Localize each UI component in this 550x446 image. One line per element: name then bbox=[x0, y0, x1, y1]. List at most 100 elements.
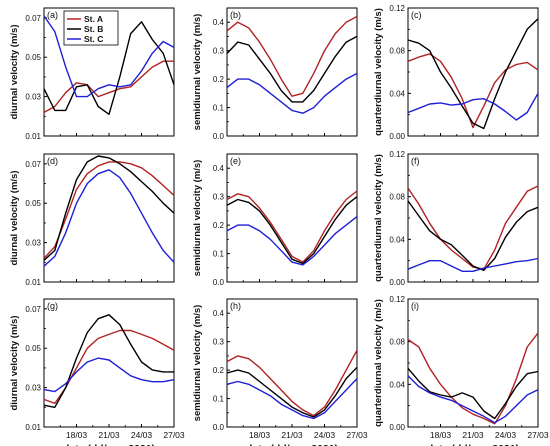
y-tick-label: 0.04 bbox=[389, 235, 405, 244]
y-tick-label: 0.07 bbox=[25, 305, 41, 314]
y-tick-label: 0.08 bbox=[389, 338, 405, 347]
y-tick-label: 0.05 bbox=[25, 199, 41, 208]
y-tick-label: 0.4 bbox=[213, 18, 225, 27]
y-tick-label: 0.08 bbox=[389, 193, 405, 202]
legend-box bbox=[63, 10, 119, 46]
series-line-st-a bbox=[43, 60, 174, 114]
y-tick-label: 0.04 bbox=[389, 380, 405, 389]
series-line-st-a bbox=[407, 332, 539, 425]
series-line-st-b bbox=[407, 367, 539, 420]
series-line-st-a bbox=[407, 185, 539, 270]
x-tick-label: 24/03 bbox=[131, 430, 153, 440]
y-tick-label: 0.3 bbox=[213, 47, 225, 56]
x-tick-label: 18/03 bbox=[430, 430, 452, 440]
series-line-st-c bbox=[407, 375, 539, 424]
x-axis-label: date (dd/mm 2021) bbox=[246, 443, 338, 446]
series-line-st-b bbox=[407, 200, 539, 271]
series-line-st-c bbox=[43, 357, 175, 393]
x-tick-label: 18/03 bbox=[249, 430, 271, 440]
y-tick-label: 0.0 bbox=[213, 423, 225, 432]
legend-label: St. C bbox=[84, 34, 103, 44]
y-tick-label: 0.1 bbox=[213, 104, 225, 113]
y-tick-label: 0.05 bbox=[25, 344, 41, 353]
y-axis-label: quarterdiurnal velocity (m/s) bbox=[373, 154, 384, 282]
series-line-st-b bbox=[226, 366, 358, 418]
series-line-st-c bbox=[226, 216, 358, 266]
series-line-st-a bbox=[226, 15, 358, 97]
y-tick-label: 0.04 bbox=[389, 89, 405, 98]
y-tick-label: 0.1 bbox=[213, 250, 225, 259]
plot-frame bbox=[407, 7, 539, 137]
y-tick-label: 0.4 bbox=[213, 309, 225, 318]
y-tick-label: 0.3 bbox=[213, 338, 225, 347]
y-tick-label: 0.07 bbox=[25, 14, 41, 23]
y-tick-label: 0.4 bbox=[213, 164, 225, 173]
y-tick-label: 0.01 bbox=[25, 423, 41, 432]
y-tick-label: 0.03 bbox=[25, 384, 41, 393]
plot-frame bbox=[43, 153, 175, 283]
plot-frame bbox=[43, 298, 175, 428]
x-tick-label: 24/03 bbox=[314, 430, 336, 440]
y-tick-label: 0.1 bbox=[213, 395, 225, 404]
y-tick-label: 0.00 bbox=[389, 278, 405, 287]
series-line-st-b bbox=[43, 314, 174, 408]
series-line-st-c bbox=[43, 169, 175, 267]
y-tick-label: 0.05 bbox=[25, 53, 41, 62]
y-tick-label: 0.12 bbox=[389, 4, 405, 13]
y-tick-label: 0.00 bbox=[389, 132, 405, 141]
panel-label: (f) bbox=[411, 156, 420, 166]
panel-label: (e) bbox=[230, 156, 241, 166]
series-line-st-a bbox=[407, 53, 539, 129]
panel-label: (c) bbox=[411, 10, 422, 20]
y-tick-label: 0.3 bbox=[213, 193, 225, 202]
y-axis-label: diurnal velocity (m/s) bbox=[9, 24, 20, 119]
panel-label: (h) bbox=[230, 301, 241, 311]
y-axis-label: diurnal velocity (m/s) bbox=[9, 315, 20, 410]
series-line-st-c bbox=[226, 378, 358, 420]
y-tick-label: 0.00 bbox=[389, 423, 405, 432]
x-tick-label: 21/03 bbox=[462, 430, 484, 440]
y-tick-label: 0.12 bbox=[389, 295, 405, 304]
x-tick-label: 27/03 bbox=[346, 430, 368, 440]
y-tick-label: 0.0 bbox=[213, 278, 225, 287]
series-line-st-b bbox=[407, 18, 539, 130]
series-line-st-b bbox=[43, 21, 175, 116]
panel-label: (b) bbox=[230, 10, 241, 20]
x-tick-label: 21/03 bbox=[98, 430, 120, 440]
series-line-st-c bbox=[407, 92, 539, 121]
y-axis-label: semidiurnal velocity (m/s) bbox=[192, 160, 203, 277]
series-line-st-a bbox=[43, 161, 175, 259]
y-tick-label: 0.2 bbox=[213, 75, 225, 84]
y-tick-label: 0.01 bbox=[25, 132, 41, 141]
y-axis-label: semidiurnal velocity (m/s) bbox=[192, 14, 203, 131]
plot-frame bbox=[407, 153, 539, 283]
legend-label: St. A bbox=[84, 14, 103, 24]
series-line-st-c bbox=[226, 72, 358, 114]
x-axis-label: date (dd/mm 2021) bbox=[427, 443, 519, 446]
panel-label: (i) bbox=[411, 301, 419, 311]
series-line-st-a bbox=[226, 349, 358, 417]
series-line-st-b bbox=[226, 196, 358, 265]
series-line-st-c bbox=[407, 257, 539, 272]
y-tick-label: 0.0 bbox=[213, 132, 225, 141]
y-axis-label: quarterdiurnal velocity (m/s) bbox=[373, 8, 384, 136]
panel-label: (a) bbox=[47, 10, 58, 20]
x-tick-label: 27/03 bbox=[527, 430, 549, 440]
legend-label: St. B bbox=[84, 24, 103, 34]
y-axis-label: diurnal velocity (m/s) bbox=[9, 170, 20, 265]
y-tick-label: 0.12 bbox=[389, 150, 405, 159]
x-tick-label: 18/03 bbox=[66, 430, 88, 440]
y-axis-label: quarterdiurnal velocity (m/s) bbox=[373, 299, 384, 427]
y-tick-label: 0.2 bbox=[213, 221, 225, 230]
series-line-st-b bbox=[226, 35, 358, 103]
panel-label: (g) bbox=[47, 301, 58, 311]
x-axis-label: date (dd/mm 2021) bbox=[63, 443, 155, 446]
series-line-st-a bbox=[226, 190, 358, 263]
y-tick-label: 0.2 bbox=[213, 366, 225, 375]
y-tick-label: 0.07 bbox=[25, 160, 41, 169]
y-tick-label: 0.03 bbox=[25, 239, 41, 248]
y-tick-label: 0.03 bbox=[25, 93, 41, 102]
y-axis-label: semidiurnal velocity (m/s) bbox=[192, 305, 203, 422]
series-line-st-c bbox=[43, 15, 175, 98]
